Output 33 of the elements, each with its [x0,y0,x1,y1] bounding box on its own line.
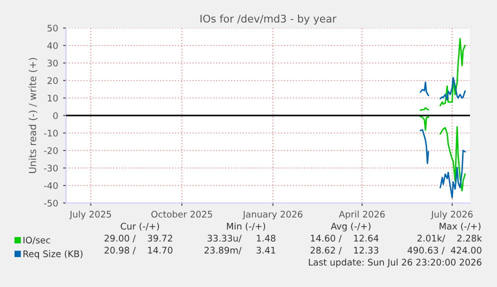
y-tick-label: 30 [48,60,58,67]
text: 33.33u/ 1.48 [208,234,276,242]
x-tick-label: April 2026 [338,210,385,220]
text: 490.63 / 424.00 [408,246,482,254]
text: 23.89m/ 3.41 [204,246,276,254]
y-tick-label: -10 [44,130,58,137]
x-tick-label: October 2025 [151,210,212,218]
y-tick-label: 50 [48,24,58,32]
text: 2.01k/ 2.28k [417,234,482,242]
chart-title: IOs for /dev/md3 - by year [200,14,336,25]
y-tick-label: 0 [53,112,58,120]
y-tick-label: 20 [48,77,58,84]
legend-label: Req Size (KB) [24,250,82,259]
y-tick-label: -40 [44,182,58,190]
y-tick-label: -50 [44,200,58,207]
x-tick-label: July 2026 [430,210,473,220]
text: Min (-/+) [226,222,266,231]
text: Last update: Sun Jul 26 23:20:00 2026 [308,258,482,268]
y-tick-label: 10 [48,94,58,102]
legend-label: IO/sec [24,236,50,244]
text: Cur (-/+) [120,222,159,231]
text: Avg (-/+) [330,222,370,232]
y-tick-label: 40 [47,42,58,50]
text: Max (-/+) [440,222,480,231]
x-tick-label: January 2026 [242,210,302,220]
text: 14.60 / 12.64 [310,234,378,242]
text: 29.00 / 39.72 [104,234,172,242]
y-tick-label: -30 [44,164,58,172]
x-tick-label: July 2025 [69,210,112,220]
text: 20.98 / 14.70 [104,246,172,254]
text: 28.62 / 12.33 [310,246,378,254]
y-axis-title: Units read (-) / write (+) [28,58,38,174]
y-tick-label: -20 [44,147,58,154]
